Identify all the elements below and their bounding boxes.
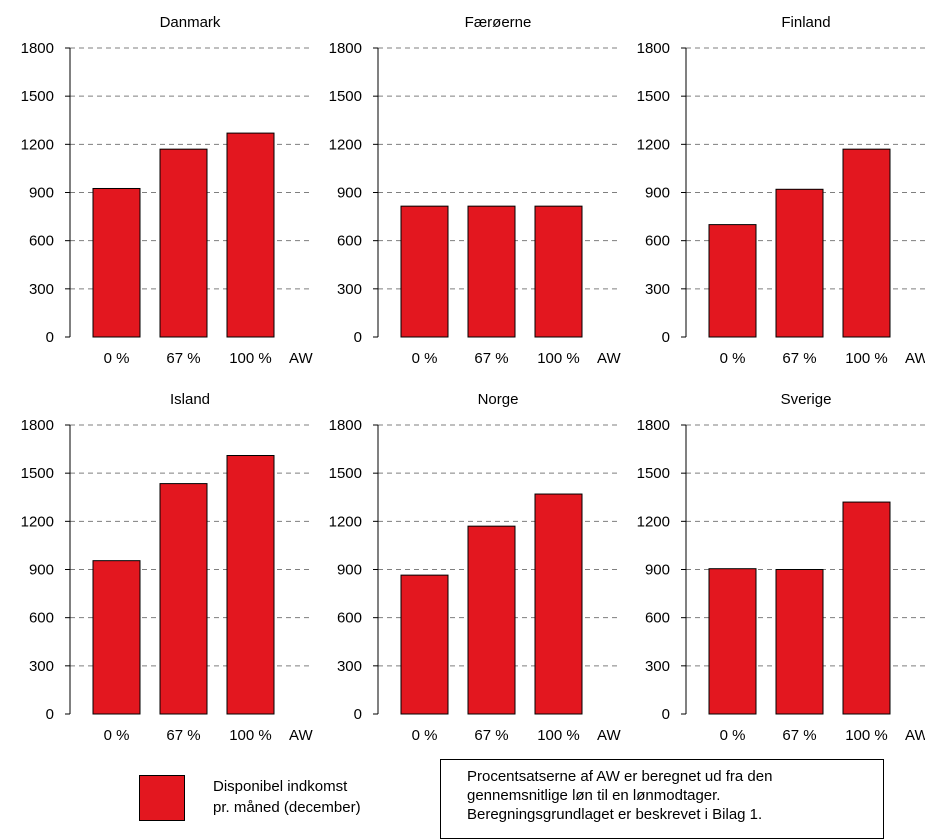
- y-tick-label: 0: [46, 329, 54, 346]
- bar-færøerne-2: [467, 205, 516, 338]
- x-category-label: 67 %: [474, 350, 508, 367]
- bar-island-1: [92, 560, 141, 715]
- bar-norge-2: [467, 525, 516, 715]
- x-unit-label: AW: [597, 727, 621, 744]
- chart-title-norge: Norge: [478, 391, 519, 408]
- x-category-label: 67 %: [782, 727, 816, 744]
- y-tick-label: 1500: [21, 465, 54, 482]
- y-tick-label: 600: [337, 610, 362, 627]
- charts-canvas: Danmark 0 300 600 900 1200 1500 1800 0 % 67 % 100 …: [21, 14, 925, 744]
- x-category-label: 0 %: [104, 350, 130, 367]
- y-tick-label: 1200: [637, 513, 670, 530]
- y-tick-label: 0: [46, 706, 54, 723]
- x-category-label: 67 %: [782, 350, 816, 367]
- y-tick-label: 1800: [329, 40, 362, 57]
- x-unit-label: AW: [905, 350, 925, 367]
- y-tick-label: 1800: [637, 40, 670, 57]
- bar-finland-1: [708, 224, 757, 338]
- y-tick-label: 600: [29, 610, 54, 627]
- x-unit-label: AW: [597, 350, 621, 367]
- x-category-label: 100 %: [229, 350, 272, 367]
- note-line-2: gennemsnitlige løn til en lønmodtager.: [467, 787, 721, 804]
- bar-færøerne-1: [400, 205, 449, 338]
- note-line-1: Procentsatserne af AW er beregnet ud fra…: [467, 768, 773, 785]
- note-box: Procentsatserne af AW er beregnet ud fra…: [440, 759, 884, 839]
- y-tick-label: 1800: [637, 417, 670, 434]
- x-category-label: 67 %: [166, 727, 200, 744]
- y-tick-label: 1200: [21, 513, 54, 530]
- y-tick-label: 600: [645, 610, 670, 627]
- x-unit-label: AW: [905, 727, 925, 744]
- bar-norge-1: [400, 574, 449, 715]
- y-tick-label: 1200: [329, 513, 362, 530]
- x-unit-label: AW: [289, 350, 313, 367]
- legend-line-1: Disponibel indkomst: [213, 778, 348, 795]
- y-tick-label: 900: [29, 562, 54, 579]
- x-category-label: 67 %: [474, 727, 508, 744]
- bar-island-3: [226, 455, 275, 715]
- bar-norge-3: [534, 493, 583, 715]
- x-category-label: 0 %: [720, 350, 746, 367]
- y-tick-label: 900: [645, 562, 670, 579]
- x-category-label: 67 %: [166, 350, 200, 367]
- x-category-label: 0 %: [104, 727, 130, 744]
- y-tick-label: 1200: [329, 136, 362, 153]
- legend-line-2: pr. måned (december): [213, 799, 361, 816]
- legend-swatch: [139, 775, 185, 821]
- y-tick-label: 300: [29, 658, 54, 675]
- y-tick-label: 0: [662, 329, 670, 346]
- bar-danmark-1: [92, 187, 141, 338]
- y-tick-label: 300: [337, 658, 362, 675]
- bar-finland-3: [842, 148, 891, 338]
- bar-færøerne-3: [534, 205, 583, 338]
- y-tick-label: 1500: [637, 465, 670, 482]
- bar-sverige-1: [708, 568, 757, 715]
- y-tick-label: 300: [29, 281, 54, 298]
- bar-sverige-3: [842, 501, 891, 715]
- y-tick-label: 1200: [21, 136, 54, 153]
- x-category-label: 100 %: [845, 350, 888, 367]
- chart-title-sverige: Sverige: [781, 391, 832, 408]
- y-tick-label: 900: [337, 185, 362, 202]
- y-tick-label: 1500: [329, 465, 362, 482]
- x-category-label: 100 %: [229, 727, 272, 744]
- y-tick-label: 1500: [637, 88, 670, 105]
- y-tick-label: 900: [337, 562, 362, 579]
- y-tick-label: 600: [337, 233, 362, 250]
- y-tick-label: 900: [645, 185, 670, 202]
- y-tick-label: 600: [645, 233, 670, 250]
- chart-title-finland: Finland: [781, 14, 830, 31]
- x-category-label: 100 %: [537, 727, 580, 744]
- y-tick-label: 0: [662, 706, 670, 723]
- y-tick-label: 1800: [329, 417, 362, 434]
- chart-title-færøerne: Færøerne: [465, 14, 532, 31]
- y-tick-label: 300: [645, 658, 670, 675]
- chart-title-danmark: Danmark: [160, 14, 221, 31]
- y-tick-label: 1200: [637, 136, 670, 153]
- y-tick-label: 1800: [21, 40, 54, 57]
- x-category-label: 100 %: [537, 350, 580, 367]
- y-tick-label: 1800: [21, 417, 54, 434]
- x-unit-label: AW: [289, 727, 313, 744]
- y-tick-label: 1500: [329, 88, 362, 105]
- bar-sverige-2: [775, 569, 824, 715]
- y-tick-label: 300: [645, 281, 670, 298]
- x-category-label: 0 %: [412, 350, 438, 367]
- y-tick-label: 1500: [21, 88, 54, 105]
- bar-danmark-3: [226, 132, 275, 338]
- y-tick-label: 300: [337, 281, 362, 298]
- y-tick-label: 900: [29, 185, 54, 202]
- bar-finland-2: [775, 188, 824, 338]
- x-category-label: 0 %: [720, 727, 746, 744]
- chart-title-island: Island: [170, 391, 210, 408]
- note-line-3: Beregningsgrundlaget er beskrevet i Bila…: [467, 806, 763, 823]
- bar-island-2: [159, 483, 208, 715]
- y-tick-label: 600: [29, 233, 54, 250]
- legend-label: Disponibel indkomst pr. måned (december): [213, 776, 361, 818]
- x-category-label: 0 %: [412, 727, 438, 744]
- bar-danmark-2: [159, 148, 208, 338]
- x-category-label: 100 %: [845, 727, 888, 744]
- y-tick-label: 0: [354, 706, 362, 723]
- y-tick-label: 0: [354, 329, 362, 346]
